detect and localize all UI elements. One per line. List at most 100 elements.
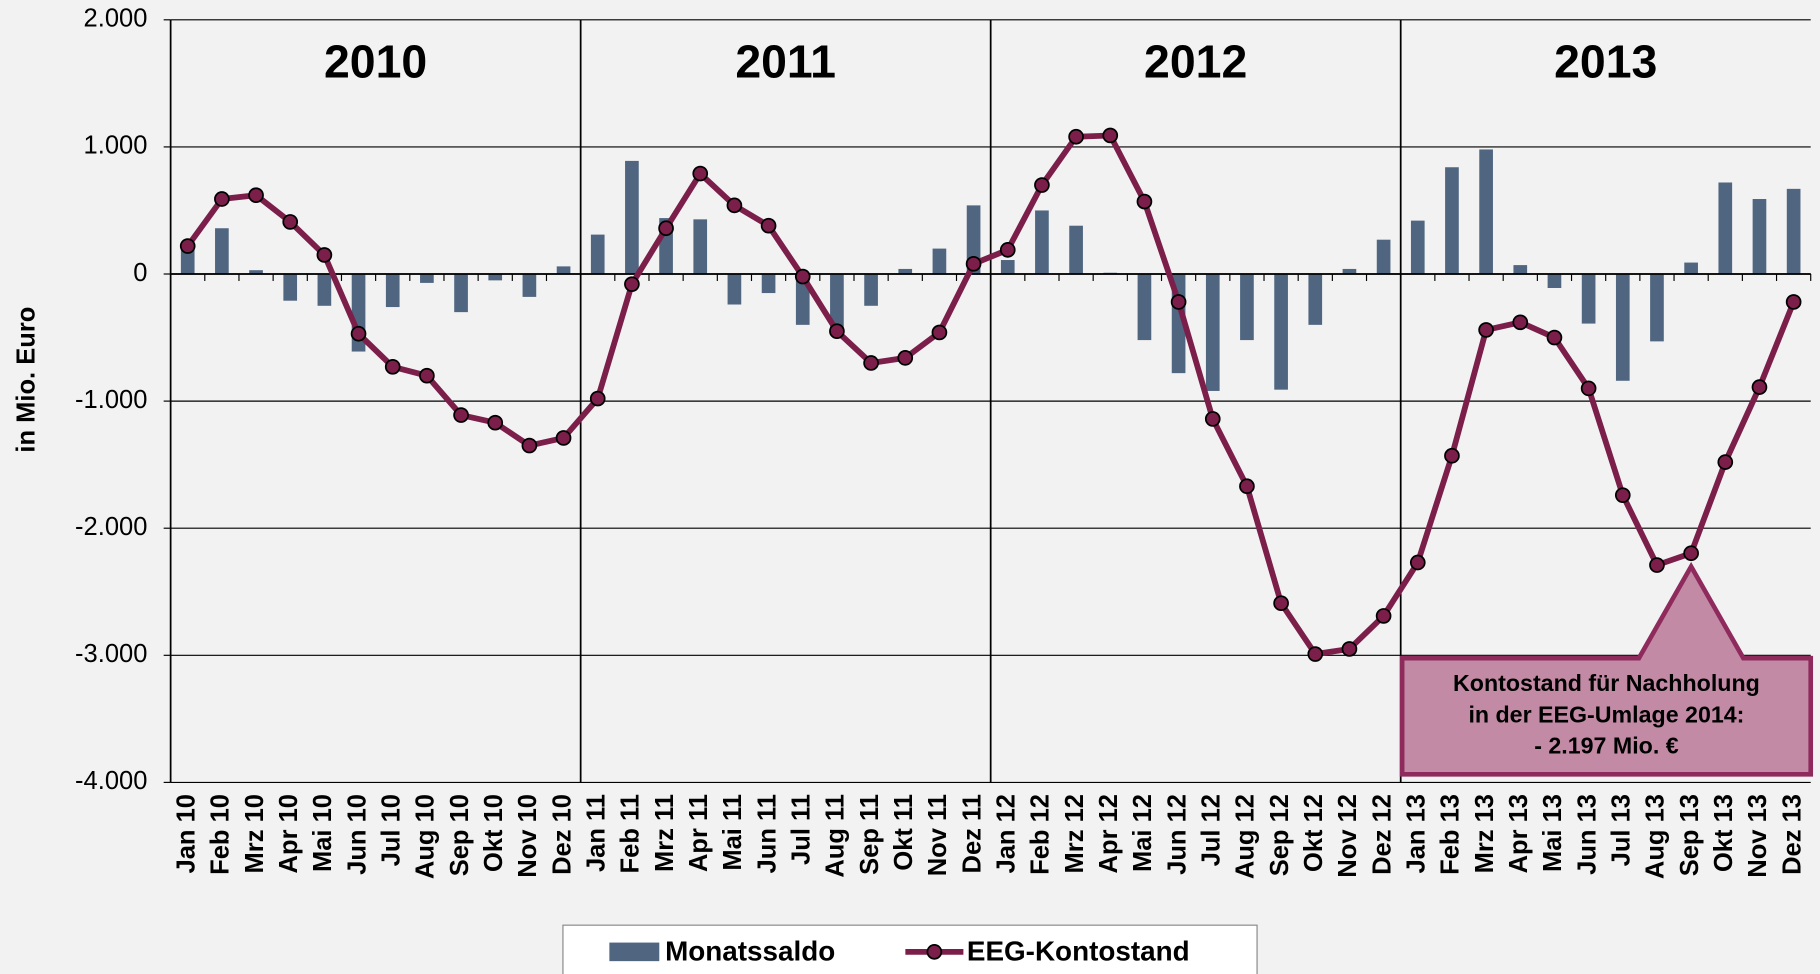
x-tick-label: Dez 11 bbox=[958, 794, 986, 873]
x-tick-label: Jun 12 bbox=[1163, 794, 1191, 875]
annotation-text: Kontostand für Nachholung bbox=[1453, 670, 1760, 696]
line-marker bbox=[863, 355, 879, 371]
bar bbox=[898, 268, 913, 275]
bar bbox=[249, 270, 263, 275]
annotation-text: in der EEG-Umlage 2014: bbox=[1468, 701, 1744, 727]
x-tick-label: Jan 13 bbox=[1403, 794, 1431, 873]
x-tick-label: Feb 10 bbox=[207, 794, 235, 875]
bar bbox=[727, 274, 742, 305]
x-tick-label: Dez 13 bbox=[1778, 794, 1806, 875]
x-tick-label: Feb 11 bbox=[617, 794, 645, 873]
line-marker bbox=[1034, 177, 1050, 193]
x-tick-label: Mrz 13 bbox=[1471, 794, 1499, 873]
x-tick-label: Feb 13 bbox=[1437, 794, 1465, 875]
bar bbox=[830, 274, 844, 332]
bar bbox=[1274, 274, 1288, 390]
bar bbox=[1342, 268, 1357, 275]
line-marker bbox=[1102, 127, 1119, 144]
bar bbox=[420, 274, 434, 283]
x-tick-label: Mai 12 bbox=[1129, 794, 1157, 872]
bar bbox=[761, 274, 776, 294]
line-marker bbox=[487, 414, 504, 431]
x-tick-label: Nov 11 bbox=[924, 794, 952, 876]
x-tick-label: Dez 10 bbox=[548, 794, 576, 875]
line-marker bbox=[214, 191, 230, 207]
line-marker bbox=[965, 256, 982, 272]
legend-swatch bbox=[926, 944, 943, 960]
x-tick-label: Mai 11 bbox=[719, 794, 747, 871]
bar bbox=[1240, 274, 1254, 341]
x-tick-label: Mai 10 bbox=[309, 794, 337, 872]
legend-label: EEG-Kontostand bbox=[967, 935, 1190, 966]
x-tick-label: Nov 12 bbox=[1334, 794, 1362, 878]
line-marker bbox=[1580, 380, 1597, 397]
bar bbox=[1069, 225, 1083, 275]
x-tick-label: Apr 13 bbox=[1505, 794, 1533, 873]
x-tick-label: Sep 13 bbox=[1676, 794, 1704, 876]
x-tick-label: Mrz 10 bbox=[241, 794, 269, 873]
bar bbox=[1718, 182, 1733, 275]
line-marker bbox=[1546, 329, 1563, 346]
x-tick-label: Apr 12 bbox=[1095, 794, 1123, 873]
line-marker bbox=[521, 437, 538, 454]
bar bbox=[522, 274, 537, 297]
bar bbox=[385, 274, 400, 308]
x-tick-label: Sep 12 bbox=[1266, 794, 1294, 876]
line-marker bbox=[931, 324, 948, 341]
bar bbox=[1650, 274, 1664, 342]
line-marker bbox=[316, 247, 333, 263]
line-marker bbox=[350, 325, 367, 342]
x-tick-label: Mrz 11 bbox=[651, 794, 679, 872]
line-marker bbox=[658, 220, 674, 237]
line-marker bbox=[1478, 322, 1494, 338]
line-marker bbox=[453, 407, 469, 423]
bar bbox=[454, 274, 468, 313]
bar bbox=[1445, 167, 1459, 275]
bar bbox=[283, 274, 298, 301]
line-marker bbox=[1614, 487, 1631, 503]
bar bbox=[932, 248, 947, 275]
bar bbox=[1752, 199, 1767, 275]
x-tick-label: Aug 13 bbox=[1642, 794, 1670, 879]
line-marker bbox=[282, 214, 299, 230]
bar bbox=[1547, 274, 1562, 288]
y-tick-label: 0 bbox=[133, 259, 147, 287]
x-tick-label: Feb 12 bbox=[1027, 794, 1055, 875]
line-marker bbox=[589, 390, 606, 407]
bar bbox=[1684, 262, 1698, 275]
x-tick-label: Sep 10 bbox=[446, 794, 474, 876]
bar bbox=[1410, 220, 1425, 275]
line-marker bbox=[829, 323, 845, 340]
line-marker bbox=[1444, 447, 1460, 464]
y-axis-label: in Mio. Euro bbox=[13, 307, 41, 453]
legend-swatch bbox=[609, 942, 660, 962]
line-marker bbox=[1409, 554, 1426, 571]
bar bbox=[1035, 210, 1049, 275]
bar bbox=[864, 274, 878, 306]
line-marker bbox=[624, 276, 640, 293]
x-tick-label: Jan 11 bbox=[582, 794, 610, 872]
bar bbox=[1376, 239, 1391, 275]
bar bbox=[180, 248, 195, 275]
x-tick-label: Jul 10 bbox=[377, 794, 405, 866]
x-tick-label: Okt 10 bbox=[480, 794, 508, 872]
bar bbox=[625, 160, 639, 275]
line-marker bbox=[1683, 545, 1699, 562]
bar bbox=[1308, 274, 1323, 325]
x-tick-label: Jan 10 bbox=[172, 794, 200, 873]
bar bbox=[1205, 274, 1220, 391]
line-marker bbox=[726, 197, 743, 214]
line-marker bbox=[1375, 608, 1392, 624]
x-tick-label: Nov 10 bbox=[514, 794, 542, 878]
x-tick-label: Mrz 12 bbox=[1061, 794, 1089, 873]
y-tick-label: 2.000 bbox=[84, 5, 148, 33]
y-tick-label: -3.000 bbox=[75, 640, 147, 668]
bar bbox=[215, 228, 229, 275]
line-marker bbox=[1273, 595, 1289, 612]
bar bbox=[590, 234, 605, 275]
y-tick-label: -2.000 bbox=[75, 513, 147, 541]
bar bbox=[1581, 274, 1596, 324]
x-tick-label: Aug 11 bbox=[822, 794, 850, 878]
line-marker bbox=[384, 358, 401, 375]
